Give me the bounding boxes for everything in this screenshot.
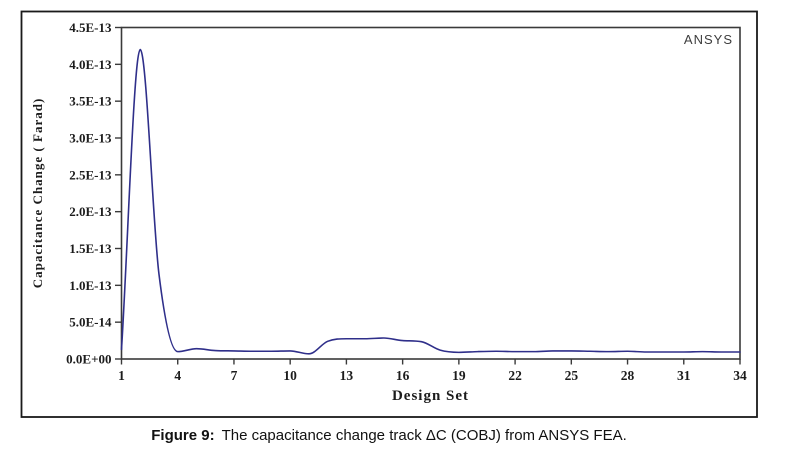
x-axis-ticks: 1 4 7 10 13 16 19 22 25 28 31 34 (118, 359, 747, 383)
y-tick-label: 0.0E+00 (66, 352, 111, 367)
y-tick-label: 2.0E-13 (69, 204, 112, 219)
y-axis-ticks: 0.0E+00 5.0E-14 1.0E-13 1.5E-13 2.0E-13 2.5E-… (66, 20, 122, 367)
y-tick-label: 4.5E-13 (69, 20, 112, 35)
plot-border (120, 26, 741, 360)
y-tick-label: 4.0E-13 (69, 57, 112, 72)
figure-caption: Figure 9: The capacitance change track ΔC… (21, 427, 757, 444)
x-tick-label: 31 (677, 368, 691, 383)
x-tick-label: 34 (733, 368, 747, 383)
x-axis-title: Design Set (391, 388, 470, 404)
x-tick-label: 1 (118, 368, 125, 383)
x-tick-label: 19 (452, 368, 466, 383)
ansys-watermark: ANSYS (683, 32, 733, 47)
x-tick-label: 28 (621, 368, 635, 383)
x-tick-label: 16 (396, 368, 410, 383)
y-tick-label: 5.0E-14 (69, 315, 112, 330)
figure-caption-label: Figure 9: (151, 427, 215, 444)
y-tick-label: 1.0E-13 (69, 278, 112, 293)
x-tick-label: 22 (508, 368, 522, 383)
x-tick-label: 25 (565, 368, 579, 383)
x-tick-label: 13 (340, 368, 354, 383)
y-axis-title: Capacitance Change ( Farad) (30, 97, 45, 289)
y-tick-label: 2.5E-13 (69, 167, 112, 182)
x-tick-label: 4 (174, 368, 181, 383)
x-tick-label: 7 (231, 368, 238, 383)
capacitance-curve (120, 48, 741, 355)
y-tick-label: 1.5E-13 (69, 241, 112, 256)
x-tick-label: 10 (283, 368, 297, 383)
y-tick-label: 3.5E-13 (69, 94, 112, 109)
y-tick-label: 3.0E-13 (69, 131, 112, 146)
figure-border (20, 10, 758, 418)
figure-caption-text: The capacitance change track ΔC (COBJ) f… (221, 427, 627, 444)
